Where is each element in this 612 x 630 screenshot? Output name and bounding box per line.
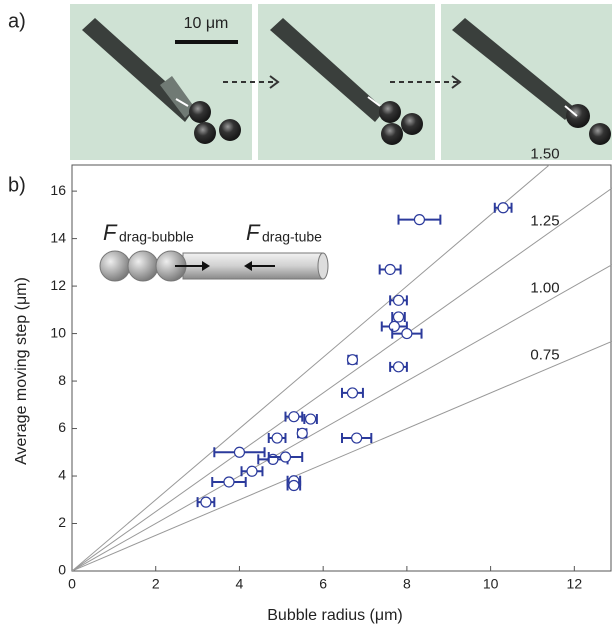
data-point	[200, 496, 212, 508]
data-point	[271, 432, 283, 444]
ratio-line	[72, 187, 612, 571]
data-point	[413, 214, 426, 226]
data-point	[392, 361, 405, 373]
y-tick-label: 16	[50, 182, 66, 198]
data-point	[288, 479, 300, 492]
reference-lines	[72, 165, 612, 571]
data-point	[233, 446, 246, 458]
data-point	[223, 476, 235, 488]
x-axis-label: Bubble radius (μm)	[267, 607, 403, 624]
ratio-label: 1.25	[530, 213, 559, 230]
y-tick-label: 4	[58, 467, 66, 483]
panel-label: a)	[8, 10, 26, 32]
micrograph-1	[70, 4, 252, 160]
x-tick-label: 8	[403, 576, 411, 592]
y-tick-label: 14	[50, 229, 66, 245]
ratio-line	[72, 340, 612, 571]
data-point	[288, 411, 300, 423]
data-point	[392, 294, 405, 306]
scale-bar-label: 10 μm	[184, 15, 229, 32]
ratio-line	[72, 264, 612, 571]
data-point	[401, 327, 413, 340]
x-tick-label: 6	[319, 576, 327, 592]
data-point	[346, 387, 359, 399]
plot-frame	[71, 164, 612, 572]
force-subscript: drag-tube	[262, 229, 322, 245]
data-point	[392, 311, 405, 323]
y-tick-label: 8	[58, 372, 66, 388]
data-point	[346, 354, 359, 366]
scale-bar	[175, 40, 238, 44]
y-tick-label: 6	[58, 419, 66, 435]
y-tick-label: 2	[58, 514, 66, 530]
data-point	[279, 451, 292, 463]
micrograph-3	[441, 4, 612, 160]
ratio-line	[72, 165, 550, 571]
inset: F drag-bubble F drag-tube	[99, 220, 329, 282]
x-tick-label: 0	[68, 576, 76, 592]
data-point	[384, 263, 396, 276]
data-point	[296, 427, 308, 439]
panel-label: b)	[8, 174, 26, 196]
data-point	[351, 432, 363, 444]
data-point	[497, 202, 509, 214]
x-tick-label: 10	[483, 576, 499, 592]
ratio-label: 0.75	[530, 347, 559, 364]
sequence-arrows	[223, 75, 462, 89]
y-tick-label: 12	[50, 277, 66, 293]
y-axis-label: Average moving step (μm)	[13, 277, 30, 465]
data-point	[246, 465, 258, 477]
x-tick-label: 2	[152, 576, 160, 592]
data-point	[388, 320, 400, 333]
ratio-label: 1.50	[530, 146, 559, 163]
force-subscript: drag-bubble	[119, 229, 194, 245]
x-tick-label: 12	[567, 576, 583, 592]
micrograph-2	[258, 4, 435, 160]
x-tick-label: 4	[236, 576, 244, 592]
force-symbol: F	[103, 220, 118, 245]
y-tick-label: 0	[58, 562, 66, 578]
data-point	[305, 413, 317, 425]
force-symbol: F	[246, 220, 261, 245]
ratio-label: 1.00	[530, 280, 559, 297]
y-tick-label: 10	[50, 324, 66, 340]
